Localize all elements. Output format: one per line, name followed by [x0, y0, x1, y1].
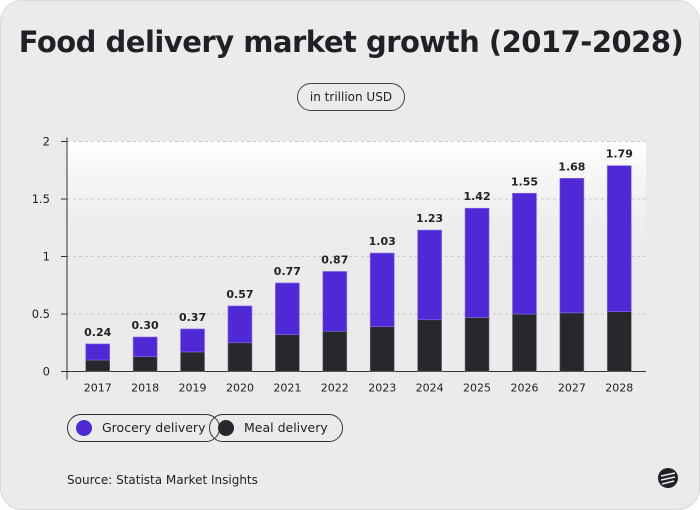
bar-meal-2017	[85, 359, 111, 372]
legend-label-grocery: Grocery delivery	[102, 420, 206, 435]
bar-meal-2019	[180, 351, 205, 372]
y-tick-label: 2	[43, 135, 50, 149]
source-note: Source: Statista Market Insights	[67, 473, 258, 487]
bar-grocery-2025	[464, 207, 490, 318]
data-label-2023: 1.03	[369, 235, 396, 248]
y-tick-label: 0	[43, 365, 50, 379]
bar-meal-2023	[369, 326, 395, 372]
data-label-2028: 1.79	[606, 148, 633, 161]
bar-grocery-2028	[606, 165, 632, 312]
legend-swatch-grocery	[76, 420, 92, 436]
data-label-2024: 1.23	[416, 212, 443, 225]
data-label-2021: 0.77	[274, 265, 301, 278]
x-tick-label-2028: 2028	[605, 382, 633, 395]
x-tick-label-2022: 2022	[321, 382, 349, 395]
legend-meal: Meal delivery	[209, 414, 343, 442]
bar-meal-2026	[512, 313, 537, 372]
data-label-2022: 0.87	[321, 253, 348, 266]
legend-label-meal: Meal delivery	[244, 420, 328, 435]
legend-grocery: Grocery delivery	[67, 414, 221, 442]
bar-meal-2022	[322, 330, 348, 372]
bar-meal-2021	[275, 334, 300, 372]
legend-swatch-meal	[218, 420, 234, 436]
bar-meal-2020	[227, 342, 253, 372]
brand-logo-icon	[658, 468, 678, 488]
bar-meal-2027	[559, 312, 585, 372]
bar-meal-2024	[417, 319, 442, 372]
x-tick-label-2024: 2024	[416, 382, 444, 395]
y-tick-label: 1	[43, 250, 50, 264]
x-tick-label-2020: 2020	[226, 382, 254, 395]
bar-grocery-2027	[559, 178, 585, 314]
y-tick-label: 1.5	[32, 192, 50, 206]
x-tick-label-2023: 2023	[368, 382, 396, 395]
bar-grocery-2026	[512, 192, 537, 315]
x-tick-label-2021: 2021	[273, 382, 301, 395]
x-tick-label-2017: 2017	[84, 382, 112, 395]
bar-grocery-2023	[369, 252, 395, 327]
bar-grocery-2017	[85, 343, 111, 361]
bar-meal-2028	[606, 311, 632, 372]
bar-grocery-2024	[417, 229, 442, 321]
bar-grocery-2018	[132, 336, 158, 357]
bar-grocery-2019	[180, 328, 205, 353]
x-tick-label-2026: 2026	[510, 382, 538, 395]
data-label-2027: 1.68	[558, 160, 585, 173]
bar-meal-2018	[132, 356, 158, 372]
x-tick-label-2025: 2025	[463, 382, 491, 395]
x-tick-label-2019: 2019	[179, 382, 207, 395]
x-tick-label-2018: 2018	[131, 382, 159, 395]
unit-badge: in trillion USD	[297, 83, 405, 111]
x-tick-label-2027: 2027	[558, 382, 586, 395]
data-label-2025: 1.42	[463, 190, 490, 203]
data-label-2018: 0.30	[132, 319, 159, 332]
bar-grocery-2021	[275, 282, 300, 336]
bar-grocery-2022	[322, 271, 348, 332]
data-label-2019: 0.37	[179, 311, 206, 324]
data-label-2020: 0.57	[226, 288, 253, 301]
data-label-2017: 0.24	[84, 326, 111, 339]
bar-meal-2025	[464, 317, 490, 372]
data-label-2026: 1.55	[511, 175, 538, 188]
bar-grocery-2020	[227, 305, 253, 344]
y-tick-label: 0.5	[32, 307, 50, 321]
chart-title: Food delivery market growth (2017-2028)	[18, 25, 684, 59]
